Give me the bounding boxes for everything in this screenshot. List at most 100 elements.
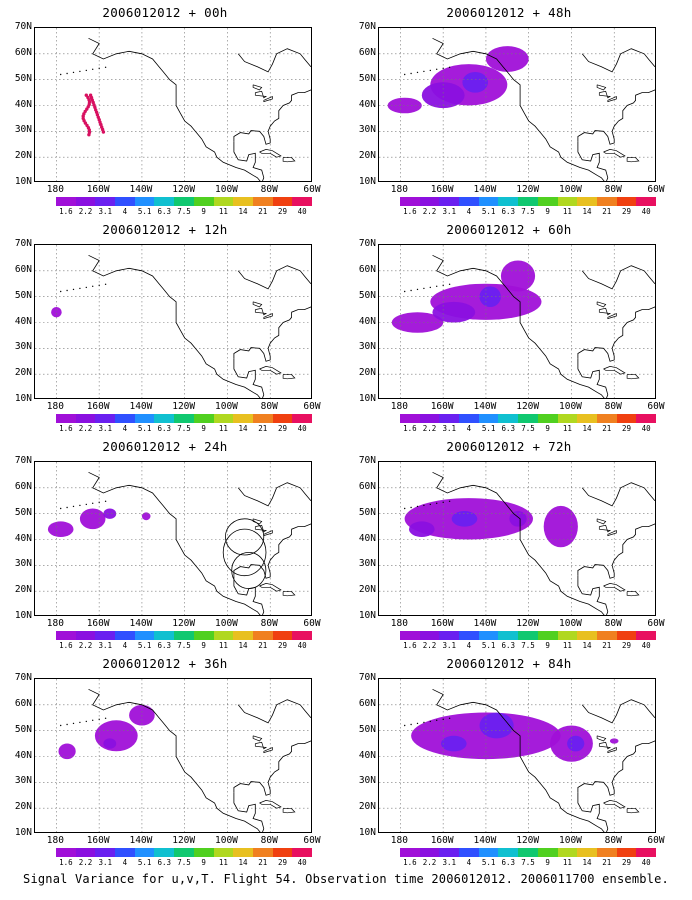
y-tick-label: 40N <box>14 532 32 544</box>
colorbar-swatch <box>459 197 479 206</box>
x-tick-label: 120W <box>516 184 540 195</box>
map-panel: 2006012012 + 00h 70N 60N 50N 40N 30N 20N 10N 180… <box>0 5 330 216</box>
y-tick-label: 70N <box>14 21 32 32</box>
colorbar-swatch <box>518 848 538 857</box>
x-tick-label: 80W <box>260 401 278 412</box>
colorbar-label: 6.3 <box>501 207 516 216</box>
colorbar-label: 6.3 <box>501 858 516 867</box>
colorbar-label: 5.1 <box>481 207 496 216</box>
colorbar-swatch <box>478 631 499 640</box>
colorbar-label: 7.5 <box>521 207 535 216</box>
colorbar-swatch <box>213 414 234 423</box>
x-tick-label: 120W <box>516 401 540 412</box>
x-tick-label: 180 <box>390 401 408 412</box>
colorbar-label: 29 <box>277 424 287 433</box>
colorbar-swatch <box>174 631 194 640</box>
y-tick-label: 30N <box>14 124 32 136</box>
x-tick-label: 140W <box>473 184 497 195</box>
y-tick-label: 30N <box>358 124 376 136</box>
signal-variance-region <box>79 508 106 530</box>
colorbar-label: 6.3 <box>501 641 516 650</box>
colorbar-label: 9 <box>545 207 550 216</box>
colorbar-label: 1.6 <box>59 207 73 216</box>
y-tick-label: 20N <box>358 801 376 813</box>
y-tick-label: 40N <box>14 749 32 761</box>
colorbar-swatch <box>292 631 312 640</box>
signal-variance-region <box>567 735 585 752</box>
signal-variance-region <box>409 521 435 537</box>
y-tick-label: 30N <box>358 341 376 353</box>
x-tick-label: 100W <box>559 401 582 412</box>
colorbar-swatch <box>616 414 637 423</box>
y-tick-label: 20N <box>14 150 32 162</box>
colorbar-label: 7.5 <box>521 858 535 867</box>
signal-variance-region <box>509 511 527 527</box>
y-tick-label: 70N <box>358 21 376 32</box>
colorbar-label: 4 <box>466 207 472 216</box>
colorbar-swatch <box>95 631 116 640</box>
colorbar-swatch <box>233 197 253 206</box>
colorbar-label: 6.3 <box>501 424 516 433</box>
colorbar-swatch <box>400 631 420 640</box>
colorbar-label: 40 <box>297 641 307 650</box>
x-tick-label: 160W <box>86 618 110 629</box>
colorbar-swatch <box>498 197 519 206</box>
colorbar-label: 14 <box>582 207 592 216</box>
colorbar-swatch <box>616 848 637 857</box>
colorbar-swatch <box>518 197 538 206</box>
colorbar-label: 14 <box>238 207 248 216</box>
colorbar-swatch <box>557 848 578 857</box>
colorbar-swatch <box>557 197 578 206</box>
colorbar-label: 4 <box>122 424 128 433</box>
colorbar-swatch <box>272 631 293 640</box>
y-tick-label: 30N <box>358 775 376 787</box>
y-tick-label: 60N <box>14 46 32 58</box>
colorbar-swatch <box>596 631 617 640</box>
colorbar-swatch <box>459 414 479 423</box>
y-tick-label: 10N <box>14 827 32 838</box>
colorbar-label: 9 <box>201 858 206 867</box>
x-tick-label: 100W <box>559 184 582 195</box>
colorbar-swatch <box>272 414 293 423</box>
colorbar-swatch <box>439 631 460 640</box>
colorbar-swatch <box>56 414 76 423</box>
colorbar-label: 7.5 <box>521 641 535 650</box>
colorbar-swatch <box>537 197 558 206</box>
colorbar-label: 11 <box>562 424 572 433</box>
colorbar-swatch <box>174 197 194 206</box>
colorbar-swatch <box>134 414 155 423</box>
x-tick-label: 180 <box>46 401 64 412</box>
y-tick-label: 20N <box>14 584 32 596</box>
y-tick-label: 70N <box>14 238 32 249</box>
colorbar-label: 21 <box>258 641 268 650</box>
x-tick-label: 140W <box>129 184 153 195</box>
colorbar-label: 40 <box>297 207 307 216</box>
colorbar-label: 9 <box>545 641 550 650</box>
panel-title: 2006012012 + 84h <box>446 656 572 671</box>
colorbar-swatch <box>134 631 155 640</box>
colorbar-label: 21 <box>602 641 612 650</box>
colorbar-swatch <box>400 414 420 423</box>
colorbar-swatch <box>557 631 578 640</box>
map-plot-area <box>34 244 312 399</box>
colorbar-label: 1.6 <box>403 207 417 216</box>
colorbar-label: 9 <box>201 207 206 216</box>
colorbar-swatch <box>577 631 597 640</box>
colorbar-swatch <box>56 631 76 640</box>
y-tick-label: 50N <box>358 289 376 301</box>
signal-variance-region <box>51 307 62 318</box>
colorbar-swatch <box>292 197 312 206</box>
map-panel: 2006012012 + 12h 70N 60N 50N 40N 30N 20N 10N 180… <box>0 222 330 433</box>
y-tick-label: 50N <box>358 723 376 735</box>
colorbar-label: 1.6 <box>59 424 73 433</box>
colorbar-label: 14 <box>582 858 592 867</box>
y-tick-label: 10N <box>14 393 32 404</box>
y-tick-label: 70N <box>358 455 376 466</box>
colorbar-swatch <box>419 848 440 857</box>
colorbar-label: 14 <box>582 424 592 433</box>
x-tick-label: 140W <box>129 401 153 412</box>
map-panel: 2006012012 + 48h 70N 60N 50N 40N 30N 20N 10N 180… <box>344 5 674 216</box>
colorbar-swatch <box>292 414 312 423</box>
y-tick-label: 40N <box>14 315 32 327</box>
colorbar-swatch <box>193 414 214 423</box>
